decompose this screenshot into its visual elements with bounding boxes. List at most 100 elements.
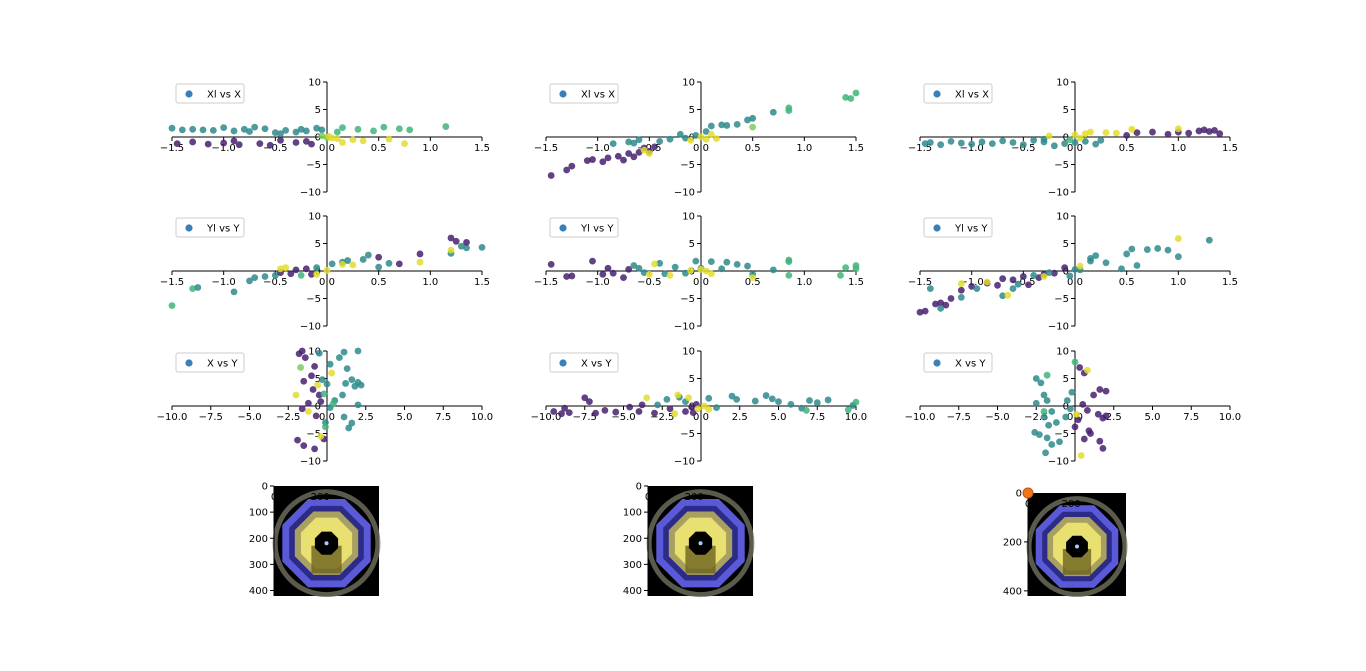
data-point [395, 260, 403, 268]
data-point [978, 138, 986, 146]
x-tick-label: 1.0 [796, 277, 812, 288]
data-point [1084, 366, 1091, 374]
x-tick-label: −0.5 [263, 277, 287, 288]
data-point [609, 269, 617, 277]
data-point [1037, 379, 1045, 387]
center-dot [324, 541, 329, 546]
y-tick-label: −5 [306, 429, 321, 440]
data-point [266, 141, 274, 149]
data-point [1092, 140, 1100, 148]
data-point [457, 242, 465, 250]
scatter-panel-9: −10.0 −7.5 −5.0 −2.5 0.0 2.5 5.0 7.5 10.0 10 5 0 −5 −… [905, 347, 1241, 468]
data-point [916, 308, 924, 316]
x-tick-label: 0.5 [1119, 277, 1135, 288]
data-point [339, 261, 346, 268]
x-tick-label: −1.0 [960, 277, 984, 288]
data-point [1174, 253, 1182, 261]
data-point [282, 264, 290, 272]
x-tick-label: −1.0 [586, 143, 610, 154]
data-point [685, 394, 692, 402]
image-y-tick-label: 200 [249, 534, 268, 545]
data-point [682, 134, 689, 142]
data-point [357, 381, 365, 389]
y-tick-label: −10 [1048, 457, 1069, 468]
image-y-tick-label: 300 [623, 560, 642, 571]
data-point [614, 152, 622, 160]
x-tick-label: 1.5 [848, 277, 864, 288]
x-tick-label: −7.5 [573, 412, 597, 423]
data-point [317, 432, 325, 440]
data-point [599, 270, 607, 278]
x-tick-label: 0.0 [1067, 277, 1083, 288]
data-point [1076, 262, 1084, 270]
data-point [354, 401, 362, 409]
x-tick-label: −0.5 [637, 277, 661, 288]
outer-ring [272, 489, 381, 598]
legend: Xl vs X [549, 83, 619, 104]
x-tick-label: 0.0 [1067, 412, 1083, 423]
data-point [707, 258, 715, 266]
data-point [1123, 250, 1131, 258]
scatter-panel-3: −1.5 −1.0 −0.5 0.0 0.5 1.0 1.5 10 5 0 −5 −10 Xl vs X [908, 78, 1238, 199]
y-tick-label: 10 [682, 78, 695, 89]
data-point [563, 166, 571, 174]
data-point [323, 380, 331, 388]
data-point [292, 139, 300, 146]
data-point [1061, 264, 1069, 272]
y-tick-label: 10 [308, 212, 321, 223]
data-point [348, 419, 356, 427]
data-point [189, 138, 197, 146]
data-point [842, 264, 850, 272]
image-x-tick-label: 0 [1025, 499, 1031, 510]
data-point [1071, 139, 1079, 146]
data-point [630, 262, 638, 269]
y-tick-label: −5 [680, 429, 695, 440]
legend-marker [933, 224, 941, 232]
data-point [317, 398, 325, 405]
data-point [666, 272, 674, 279]
data-point [785, 272, 793, 279]
data-point [550, 408, 558, 415]
y-tick-label: 10 [308, 78, 321, 89]
y-tick-label: 0 [1063, 402, 1069, 413]
data-point [1174, 125, 1182, 133]
data-point [416, 258, 424, 266]
x-tick-label: −2.5 [650, 412, 674, 423]
data-point [1045, 132, 1053, 140]
data-point [744, 116, 751, 124]
data-point [261, 125, 269, 133]
x-tick-label: 1.5 [474, 277, 490, 288]
data-point [336, 354, 343, 361]
data-point [349, 136, 357, 144]
data-point [246, 128, 253, 135]
data-point [568, 162, 576, 170]
data-point [671, 410, 679, 418]
data-point [318, 376, 326, 383]
data-point [625, 265, 633, 273]
legend-marker [933, 359, 941, 367]
data-point [592, 409, 599, 417]
data-point [733, 396, 741, 403]
data-point [937, 305, 945, 312]
x-tick-label: −2.5 [276, 412, 300, 423]
data-point [1025, 281, 1032, 289]
data-point [292, 266, 300, 274]
y-tick-label: 5 [315, 374, 321, 385]
x-tick-label: 0.0 [319, 277, 335, 288]
data-point [565, 409, 573, 416]
image-x-tick-label: 0 [271, 492, 277, 503]
image-y-tick-label: 200 [623, 534, 642, 545]
data-point [561, 404, 568, 412]
y-tick-label: 0 [315, 133, 321, 144]
data-point [1009, 276, 1017, 284]
data-point [1004, 291, 1012, 299]
data-point [339, 391, 346, 399]
data-point [847, 95, 855, 102]
data-point [1043, 371, 1051, 379]
data-point [1149, 128, 1156, 136]
data-point [277, 136, 284, 144]
x-tick-label: −1.0 [960, 143, 984, 154]
x-tick-label: −1.0 [586, 277, 610, 288]
data-point [926, 285, 934, 292]
